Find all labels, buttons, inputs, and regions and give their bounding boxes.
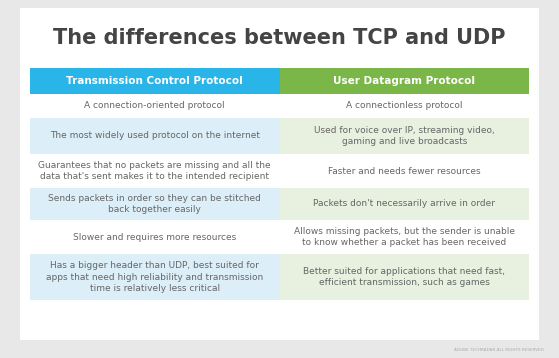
Text: The most widely used protocol on the internet: The most widely used protocol on the int… [50, 131, 260, 140]
Bar [280, 68, 529, 94]
Text: Allows missing packets, but the sender is unable
to know whether a packet has be: Allows missing packets, but the sender i… [293, 227, 515, 247]
Text: Guarantees that no packets are missing and all the
data that's sent makes it to : Guarantees that no packets are missing a… [39, 161, 271, 182]
Text: Packets don't necessarily arrive in order: Packets don't necessarily arrive in orde… [313, 199, 495, 208]
Bar [30, 220, 280, 254]
Text: Transmission Control Protocol: Transmission Control Protocol [67, 76, 243, 86]
Text: Better suited for applications that need fast,
efficient transmission, such as g: Better suited for applications that need… [303, 267, 505, 287]
Text: A connection-oriented protocol: A connection-oriented protocol [84, 102, 225, 111]
Text: ADOBE TECHRADAR ALL RIGHTS RESERVED: ADOBE TECHRADAR ALL RIGHTS RESERVED [454, 348, 544, 352]
Text: Sends packets in order so they can be stitched
back together easily: Sends packets in order so they can be st… [48, 194, 261, 214]
FancyBboxPatch shape [20, 8, 539, 340]
Bar [30, 254, 280, 300]
Text: Faster and needs fewer resources: Faster and needs fewer resources [328, 166, 481, 175]
Bar [280, 118, 529, 154]
Text: A connectionless protocol: A connectionless protocol [346, 102, 462, 111]
Bar [280, 220, 529, 254]
Text: Slower and requires more resources: Slower and requires more resources [73, 232, 236, 242]
Bar [280, 154, 529, 188]
Bar [30, 94, 280, 118]
Text: Used for voice over IP, streaming video,
gaming and live broadcasts: Used for voice over IP, streaming video,… [314, 126, 495, 146]
Bar [280, 94, 529, 118]
Bar [280, 188, 529, 220]
Bar [280, 254, 529, 300]
Bar [30, 68, 280, 94]
Text: User Datagram Protocol: User Datagram Protocol [333, 76, 475, 86]
Text: Has a bigger header than UDP, best suited for
apps that need high reliability an: Has a bigger header than UDP, best suite… [46, 261, 263, 293]
Bar [30, 154, 280, 188]
Bar [30, 188, 280, 220]
Bar [30, 118, 280, 154]
Text: The differences between TCP and UDP: The differences between TCP and UDP [53, 28, 506, 48]
